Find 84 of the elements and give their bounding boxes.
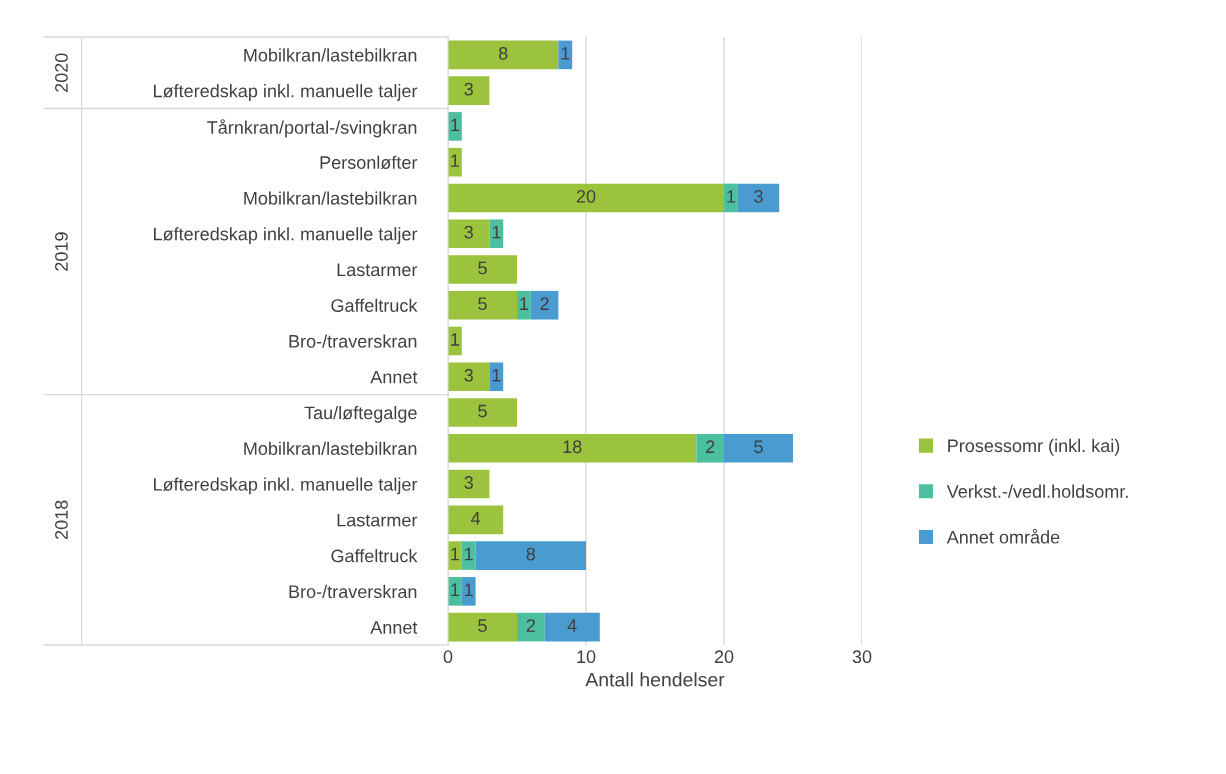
text: 2019 [55,232,68,271]
bar [448,505,504,535]
data-label: 3 [464,82,473,96]
data-label: 5 [754,440,763,454]
data-label: 5 [478,261,487,275]
x-tick-label: 0 [443,650,453,664]
bar [489,362,504,392]
data-label: 1 [492,225,501,239]
data-label: 1 [451,333,460,346]
bar [448,362,490,392]
bar [475,541,586,570]
y-tick-label: Annet [370,621,418,634]
bar [737,183,780,213]
data-label: 1 [727,190,736,203]
data-label: 5 [478,619,487,632]
y-tick-label: Gaffeltruck [331,549,418,563]
y-tick-label: Tau/løftegalge [304,405,417,423]
y-tick-label: Bro-/traverskran [289,584,417,599]
y-tick-label: Bro-/traverskran [289,334,417,348]
data-label: 20 [576,190,596,203]
data-label: 8 [526,547,536,561]
data-label: 3 [464,368,473,382]
bar [461,577,476,606]
bar [461,541,476,570]
y-tick-label: Gaffeltruck [331,298,418,312]
legend-label: Verkst.-/vedl.holdsomr. [946,484,1128,498]
data-label: 18 [563,440,582,454]
x-axis-title: Antall hendelser [585,672,725,687]
bar [489,219,504,249]
data-label: 2 [526,619,535,632]
bar [517,612,545,642]
x-tick-label: 30 [852,650,872,664]
data-label: 1 [451,118,460,132]
data-label: 1 [465,547,473,561]
data-label: 3 [464,476,473,489]
y-tick-label: Mobilkran/lastebilkran [244,441,417,456]
data-label: 3 [754,190,763,203]
data-label: 5 [478,404,487,418]
y-tick-label: Mobilkran/lastebilkran [244,48,417,62]
legend-label: Prosessomr (inkl. kai) [948,438,1120,456]
bar [448,290,517,320]
y-tick-label: Lastarmer [337,263,418,277]
bar [517,290,531,320]
data-label: 5 [478,297,487,311]
bar [448,219,490,249]
x-tick-label: 20 [714,650,734,664]
bar [696,433,724,463]
data-label: 2 [540,297,549,310]
data-label: 4 [470,512,481,525]
y-tick-label: Annet [370,370,418,384]
bar [724,433,793,463]
bar [448,398,517,427]
text: 2018 [55,500,68,539]
data-label: 1 [465,583,473,597]
text: 2020 [55,53,68,92]
data-label: 1 [451,547,460,561]
y-tick-label: Løfteredskap inkl. manuelle taljer [154,227,418,244]
legend-label: Annet område [946,528,1060,544]
y-tick-label: Personløfter [320,155,418,170]
data-label: 1 [451,583,460,597]
bar [544,612,600,642]
bar [448,76,490,105]
x-tick-label: 10 [577,650,596,664]
bar [448,433,697,463]
bar [448,255,517,284]
bar [448,612,517,642]
bar [448,183,724,213]
y-tick-label: Mobilkran/lastebilkran [244,191,417,205]
data-label: 8 [498,46,508,60]
bar [530,290,559,320]
data-label: 4 [567,619,577,632]
data-label: 1 [520,297,529,310]
data-label: 1 [561,47,570,60]
y-tick-label: Løfteredskap inkl. manuelle taljer [154,84,418,101]
data-label: 1 [451,154,460,167]
data-label: 3 [464,225,473,239]
y-tick-label: Lastarmer [337,513,418,527]
data-label: 2 [706,440,715,453]
data-label: 1 [492,369,501,382]
y-tick-label: Tårnkran/portal-/svingkran [207,119,417,138]
bar [448,469,490,499]
y-tick-label: Løfteredskap inkl. manuelle taljer [154,477,418,495]
bar [558,40,573,70]
bar [448,40,559,70]
